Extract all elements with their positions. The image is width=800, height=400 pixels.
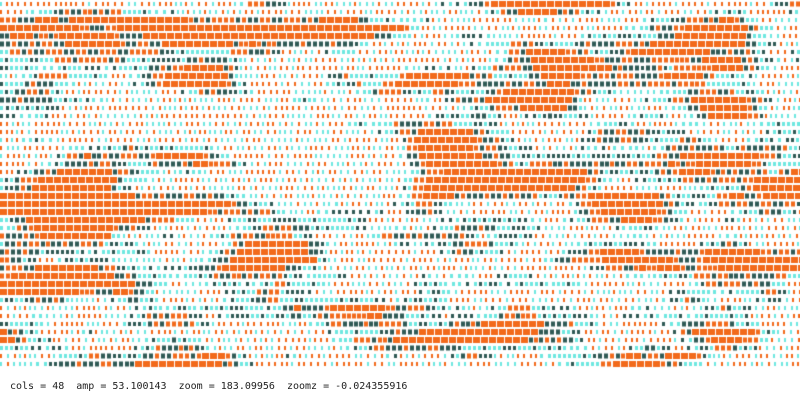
amp-label: amp [76,381,95,392]
zoom-value: 183.09956 [220,381,275,392]
equals-sign: = [208,381,215,392]
cols-value: 48 [52,381,65,392]
pattern-visualization[interactable] [0,0,800,372]
zoomz-value: -0.024355916 [335,381,408,392]
pattern-canvas[interactable] [0,0,800,372]
zoomz-label: zoomz [286,381,318,392]
amp-value: 53.100143 [112,381,167,392]
equals-sign: = [323,381,330,392]
equals-sign: = [40,381,47,392]
zoom-label: zoom [178,381,203,392]
cols-label: cols [10,381,35,392]
parameter-readout: cols = 48 amp = 53.100143 zoom = 183.09956… [10,379,407,395]
equals-sign: = [100,381,107,392]
